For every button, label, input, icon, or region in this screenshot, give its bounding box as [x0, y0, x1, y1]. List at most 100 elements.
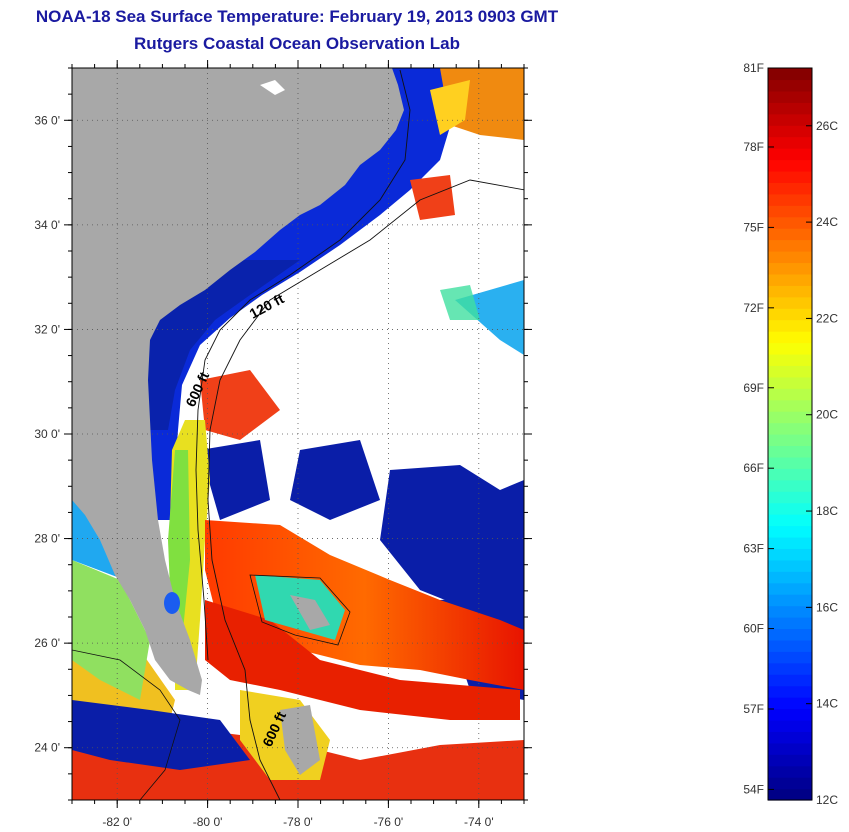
- colorbar-band: [768, 571, 812, 584]
- colorbar-band: [768, 708, 812, 721]
- colorbar-fahrenheit-ticks: 81F 78F 75F 72F 69F 66F 63F 60F 57F 54F: [743, 61, 774, 796]
- colorbar-band: [768, 90, 812, 103]
- colorbar: 81F 78F 75F 72F 69F 66F 63F 60F 57F 54F 26C 24C 22C…: [743, 61, 838, 807]
- land-mass: [72, 68, 404, 695]
- y-tick-label: 26 0': [34, 636, 60, 650]
- colorbar-band: [768, 388, 812, 401]
- bahamas-land: [290, 595, 330, 630]
- colorbar-band: [768, 159, 812, 172]
- colorbar-band: [768, 342, 812, 355]
- colorbar-band: [768, 491, 812, 504]
- colorbar-band: [768, 434, 812, 447]
- colorbar-band: [768, 251, 812, 264]
- colorbar-f-label: 75F: [743, 220, 764, 234]
- graticule: [72, 68, 524, 800]
- colorbar-band: [768, 308, 812, 321]
- colorbar-c-label: 16C: [816, 600, 838, 614]
- colorbar-celsius-ticks: 26C 24C 22C 20C 18C 16C 14C 12C: [806, 119, 838, 807]
- warm-water-ne-yellow: [430, 80, 470, 135]
- colorbar-band: [768, 365, 812, 378]
- colorbar-f-label: 63F: [743, 542, 764, 556]
- colorbar-c-label: 14C: [816, 697, 838, 711]
- isobath-600ft: [207, 179, 524, 800]
- gulf-green-water: [72, 560, 150, 700]
- offshore-warm-patches: [200, 175, 455, 440]
- colorbar-f-label: 69F: [743, 381, 764, 395]
- colorbar-band: [768, 674, 812, 687]
- colorbar-c-label: 20C: [816, 408, 838, 422]
- colorbar-f-label: 54F: [743, 782, 764, 796]
- map-subtitle: Rutgers Coastal Ocean Observation Lab: [134, 34, 460, 53]
- colorbar-band: [768, 605, 812, 618]
- colorbar-band: [768, 228, 812, 241]
- colorbar-band: [768, 525, 812, 538]
- colorbar-band: [768, 411, 812, 424]
- colorbar-band: [768, 113, 812, 126]
- colorbar-c-label: 26C: [816, 119, 838, 133]
- colorbar-band: [768, 548, 812, 561]
- colorbar-band: [768, 514, 812, 527]
- gulf-stream: [205, 520, 524, 690]
- colorbar-band: [768, 79, 812, 92]
- colorbar-frame: [767, 67, 813, 801]
- latitude-axis: 36 0' 34 0' 32 0' 30 0' 28 0' 26 0' 24 0': [34, 67, 532, 801]
- colorbar-band: [768, 582, 812, 595]
- colorbar-band: [768, 765, 812, 778]
- colorbar-c-label: 24C: [816, 215, 838, 229]
- colorbar-band: [768, 662, 812, 675]
- colorbar-band: [768, 651, 812, 664]
- map-title: NOAA-18 Sea Surface Temperature: Februar…: [35, 7, 559, 26]
- x-tick-label: -82 0': [102, 815, 132, 829]
- colorbar-band: [768, 170, 812, 183]
- isobath-bahamas: [249, 574, 351, 646]
- colorbar-band: [768, 193, 812, 206]
- colorbar-band: [768, 239, 812, 252]
- y-tick-label: 36 0': [34, 113, 60, 127]
- map-area: [72, 68, 524, 800]
- colorbar-band: [768, 102, 812, 115]
- colorbar-band: [768, 273, 812, 286]
- colorbar-band: [768, 216, 812, 229]
- colorbar-band: [768, 731, 812, 744]
- colorbar-band: [768, 445, 812, 458]
- colorbar-band: [768, 788, 812, 801]
- colorbar-band: [768, 205, 812, 218]
- y-tick-label: 30 0': [34, 427, 60, 441]
- colorbar-band: [768, 125, 812, 138]
- y-tick-label: 32 0': [34, 322, 60, 336]
- cuba-land: [280, 705, 320, 775]
- colorbar-band: [768, 479, 812, 492]
- colorbar-band: [768, 777, 812, 790]
- lake-okeechobee: [164, 592, 180, 614]
- colorbar-band: [768, 559, 812, 572]
- y-tick-label: 24 0': [34, 741, 60, 755]
- colorbar-band: [768, 319, 812, 332]
- colorbar-band: [768, 262, 812, 275]
- colorbar-band: [768, 399, 812, 412]
- colorbar-f-label: 78F: [743, 140, 764, 154]
- colorbar-band: [768, 754, 812, 767]
- colorbar-band: [768, 353, 812, 366]
- colorbar-band: [768, 697, 812, 710]
- y-tick-label: 34 0': [34, 218, 60, 232]
- colorbar-band: [768, 685, 812, 698]
- x-tick-label: -76 0': [374, 815, 404, 829]
- colorbar-band: [768, 456, 812, 469]
- colorbar-band: [768, 502, 812, 515]
- mixed-water-ne: [440, 285, 480, 320]
- colorbar-band: [768, 296, 812, 309]
- longitude-axis: -82 0' -80 0' -78 0' -76 0' -74 0': [71, 60, 525, 829]
- colorbar-band: [768, 182, 812, 195]
- colorbar-band: [768, 594, 812, 607]
- x-tick-label: -80 0': [193, 815, 223, 829]
- colorbar-f-label: 57F: [743, 702, 764, 716]
- colorbar-f-label: 60F: [743, 622, 764, 636]
- colorbar-band: [768, 68, 812, 81]
- colorbar-bands: [768, 68, 812, 801]
- inland-lake: [260, 80, 285, 95]
- y-tick-label: 28 0': [34, 532, 60, 546]
- colorbar-band: [768, 148, 812, 161]
- isobath-120ft: [195, 69, 411, 661]
- colorbar-f-label: 81F: [743, 61, 764, 75]
- gulf-stream-south: [205, 600, 520, 720]
